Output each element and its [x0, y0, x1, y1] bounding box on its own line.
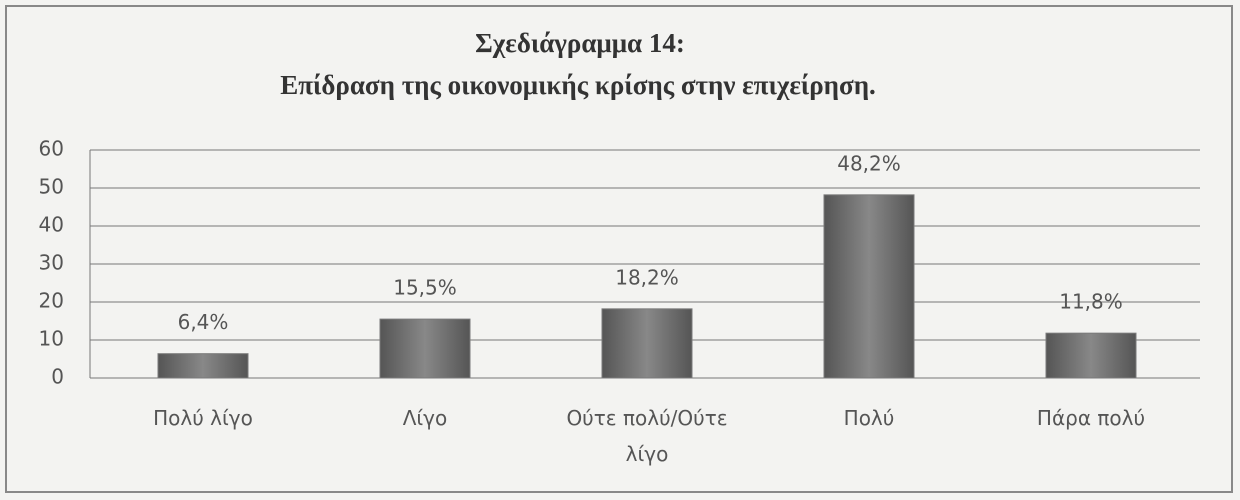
y-tick-label: 0 [51, 365, 64, 389]
chart-subtitle: Επίδραση της οικονομικής κρίσης στην επι… [280, 70, 876, 100]
x-tick-label: Ούτε πολύ/Ούτε λίγο [566, 406, 728, 466]
value-label: 11,8% [1059, 290, 1123, 314]
y-tick-label: 60 [39, 137, 64, 161]
bar [379, 318, 471, 379]
y-tick-label: 50 [39, 175, 64, 199]
bar [601, 308, 693, 379]
y-tick-label: 10 [39, 327, 64, 351]
bar [823, 194, 915, 379]
bar [1045, 332, 1137, 379]
value-label: 15,5% [393, 276, 457, 300]
y-tick-label: 20 [39, 289, 64, 313]
y-tick-label: 30 [39, 251, 64, 275]
x-tick-label: Πολύ [843, 406, 895, 430]
value-label: 48,2% [837, 151, 901, 175]
x-tick-label: Λίγο [402, 406, 448, 430]
y-tick-label: 40 [39, 213, 64, 237]
value-label: 6,4% [178, 310, 229, 334]
x-tick-label: Πάρα πολύ [1036, 406, 1146, 430]
chart-title: Σχεδιάγραμμα 14: [475, 28, 685, 58]
bar [157, 353, 249, 379]
frame [5, 5, 1233, 493]
value-label: 18,2% [615, 265, 679, 289]
x-tick-label: Πολύ λίγο [153, 406, 253, 430]
